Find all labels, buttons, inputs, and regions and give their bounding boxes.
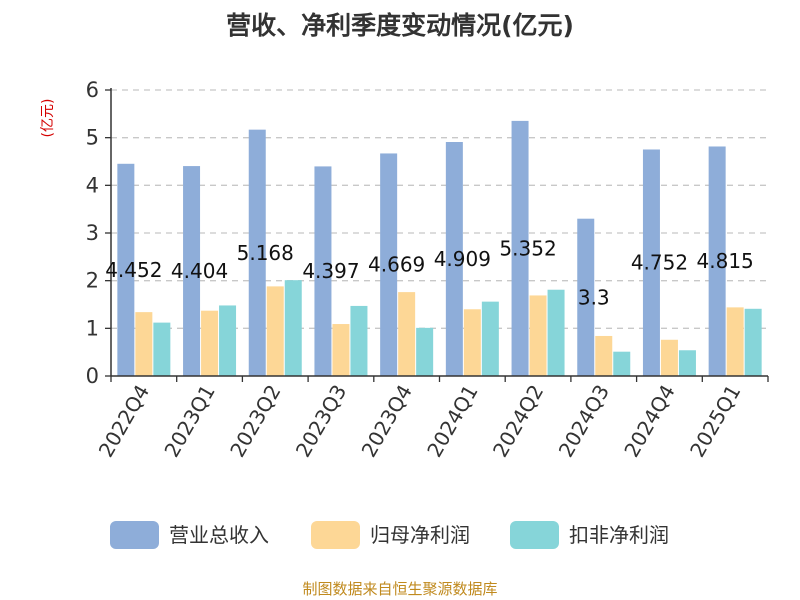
y-tick-label: 6 [86,78,99,102]
bar [135,312,153,376]
x-tick-label: 2023Q4 [357,381,417,462]
data-label: 4.397 [302,259,359,283]
bar [314,166,332,376]
bar [726,307,744,376]
bar [201,310,219,376]
data-label: 4.452 [105,258,162,282]
bar [595,335,613,376]
source-note: 制图数据来自恒生聚源数据库 [302,580,497,598]
bar [708,146,726,376]
bar [380,153,398,376]
data-label: 4.404 [171,259,228,283]
legend-item: 归母净利润 [311,521,470,549]
bar [547,289,565,376]
y-tick-label: 5 [86,126,99,150]
legend-swatch [311,521,360,549]
bar [398,292,416,376]
bar [463,309,481,376]
bar [350,305,368,376]
y-tick-label: 0 [86,364,99,388]
bar [577,218,595,376]
bar [153,322,171,376]
bar [117,163,135,376]
bar [481,301,499,376]
x-tick-label: 2024Q2 [488,381,548,462]
data-label: 5.352 [499,236,556,260]
bar [642,149,660,376]
bar [678,350,696,376]
bar [248,129,266,376]
bars [117,120,762,376]
bar [660,339,678,376]
y-axis-unit-label: (亿元) [40,99,56,138]
x-tick-label: 2024Q1 [422,381,482,462]
data-label: 4.815 [697,249,754,273]
legend-swatch [510,521,559,549]
legend-label: 营业总收入 [169,523,269,547]
data-label: 4.752 [631,251,688,275]
x-tick-label: 2023Q2 [225,381,285,462]
y-tick-label: 4 [86,173,99,197]
x-tick-label: 2025Q1 [685,381,745,462]
bar [613,351,631,376]
bar [183,166,201,376]
data-label: 4.669 [368,253,425,277]
bar [219,305,237,376]
data-label: 3.3 [578,285,610,309]
bar [266,286,284,376]
x-tick-label: 2024Q4 [619,381,679,462]
y-tick-label: 2 [86,269,99,293]
legend-item: 扣非净利润 [510,521,669,549]
legend-item: 营业总收入 [110,521,269,549]
bar [511,120,529,376]
gridlines [111,89,768,329]
y-tick-label: 3 [86,221,99,245]
chart-title: 营收、净利季度变动情况(亿元) [226,11,574,40]
data-labels: 4.452 4.404 5.168 4.397 4.669 4.909 5.352 3.3 4.… [105,236,754,309]
x-tick-label: 2024Q3 [554,381,614,462]
bar [744,308,762,376]
legend-label: 归母净利润 [370,523,470,547]
legend-swatch [110,521,159,549]
y-tick-label: 1 [86,316,99,340]
x-tick-label: 2023Q3 [291,381,351,462]
data-label: 4.909 [434,247,491,271]
legend-label: 扣非净利润 [569,523,669,547]
bar [284,280,302,376]
bar [332,324,350,376]
bar [416,327,434,376]
x-tick-label: 2023Q1 [159,381,219,462]
bar [529,295,547,376]
data-label: 5.168 [237,241,294,265]
bar [445,142,463,376]
legend: 营业总收入 归母净利润 扣非净利润 [110,521,669,549]
x-tick-label: 2022Q4 [94,381,154,462]
